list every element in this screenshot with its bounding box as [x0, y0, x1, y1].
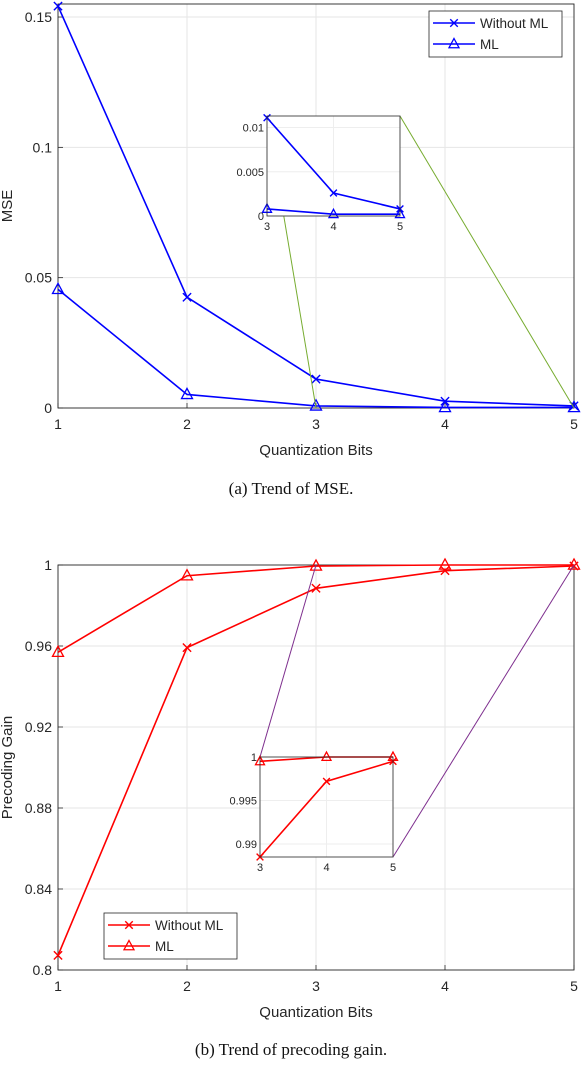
chart1-ytick-label-3: 0.92: [25, 719, 52, 735]
chart0-y-axis-label: MSE: [0, 190, 16, 223]
chart0-inset-series-1-line: [266, 208, 400, 216]
chart0-inset-xtick-label-1: 4: [330, 221, 336, 233]
chart1-series-1-point-2: [309, 558, 323, 571]
chart1-series-0-point-0: [53, 950, 63, 961]
chart1-inset-xtick-label-1: 4: [323, 862, 329, 874]
chart0-xtick-label-2: 3: [312, 416, 320, 432]
chart0-series-1-point-3: [438, 400, 452, 413]
chart1-xtick-label-3: 4: [441, 978, 449, 994]
chart0-inset-ytick-label-1: 0.005: [236, 167, 264, 179]
chart1-series-1-point-1: [180, 568, 194, 581]
chart1-inset-ytick-label-1: 0.995: [229, 795, 257, 807]
chart1-x-axis-label: Quantization Bits: [259, 1004, 372, 1021]
chart1-inset-connector-1: [392, 564, 575, 858]
chart0-x-axis-label: Quantization Bits: [259, 442, 372, 459]
chart1-ytick-label-4: 0.96: [25, 638, 52, 654]
chart1-legend-label-1: ML: [155, 939, 174, 954]
chart1-series-1-point-3: [438, 557, 452, 570]
chart1-legend-marker-0: [124, 920, 134, 930]
chart1-legend-box: [103, 912, 238, 960]
chart0-xtick-label-0: 1: [54, 416, 62, 432]
chart0-inset-box: [266, 115, 401, 217]
chart1-xtick-label-1: 2: [183, 978, 191, 994]
chart0-xtick-label-1: 2: [183, 416, 191, 432]
chart1-ytick-label-2: 0.88: [25, 800, 52, 816]
chart0-xtick-label-4: 5: [570, 416, 578, 432]
chart0-ytick-label-0: 0: [44, 400, 52, 416]
chart0-inset-xtick-label-2: 5: [397, 221, 403, 233]
chart1-inset-xtick-label-0: 3: [257, 862, 263, 874]
chart0-ytick-label-2: 0.1: [33, 139, 53, 155]
chart1-xtick-label-0: 1: [54, 978, 62, 994]
chart0-series-1-point-4: [567, 400, 581, 413]
chart0-series-1-point-0: [51, 281, 65, 295]
chart0-legend-marker-1: [447, 37, 461, 49]
chart1-legend-marker-1: [122, 939, 136, 951]
chart0-inset-connector-1: [399, 115, 575, 409]
chart1-legend-label-0: Without ML: [155, 918, 224, 933]
chart0-inset-xtick-label-0: 3: [264, 221, 270, 233]
chart0-series-0-point-2: [311, 374, 321, 384]
chart1-inset-box: [259, 756, 394, 858]
chart0-series-0-point-1: [182, 292, 192, 302]
chart1-inset-series-1-point-1: [320, 750, 333, 762]
chart0-ytick-label-3: 0.15: [25, 9, 52, 25]
chart1-xtick-label-2: 3: [312, 978, 320, 994]
chart0-legend-box: [428, 10, 563, 58]
chart1-series-0-point-2: [311, 583, 321, 593]
chart0-series-0-point-0: [53, 1, 63, 11]
chart1-series-1-point-0: [51, 644, 65, 658]
chart0-inset-ytick-label-0: 0: [258, 211, 264, 223]
chart0-legend-label-0: Without ML: [480, 16, 549, 31]
chart0-legend-label-1: ML: [480, 37, 499, 52]
chart1-series-0-point-1: [182, 643, 192, 653]
chart1-xtick-label-4: 5: [570, 978, 578, 994]
chart0-inset-ytick-label-2: 0.01: [243, 123, 264, 135]
chart1-series-1-point-4: [567, 557, 581, 570]
chart0-inset-series-0-point-1: [329, 189, 338, 197]
chart1-inset-ytick-label-2: 1: [251, 752, 257, 764]
caption-b: (b) Trend of precoding gain.: [194, 1040, 388, 1059]
chart1-y-axis-label: Precoding Gain: [0, 716, 16, 819]
chart1-inset-ytick-label-0: 0.99: [236, 839, 257, 851]
chart0-legend-marker-0: [449, 18, 459, 28]
chart0-inset-series-1-point-1: [327, 207, 340, 219]
chart1-ytick-label-5: 1: [44, 557, 52, 573]
chart0-ytick-label-1: 0.05: [25, 270, 52, 286]
chart0-xtick-label-3: 4: [441, 416, 449, 432]
chart1-ytick-label-0: 0.8: [33, 962, 53, 978]
chart1-ytick-label-1: 0.84: [25, 881, 52, 897]
chart1-inset-connector-0: [259, 564, 317, 758]
caption-a: (a) Trend of MSE.: [228, 479, 354, 498]
chart1-series-0-point-3: [440, 566, 450, 576]
chart0-inset-series-1-point-2: [394, 207, 406, 219]
chart0-series-1-point-1: [180, 387, 194, 400]
chart1-inset-series-0-point-1: [322, 777, 331, 786]
chart0-series-1-point-2: [309, 398, 323, 411]
chart1-inset-xtick-label-2: 5: [390, 862, 396, 874]
